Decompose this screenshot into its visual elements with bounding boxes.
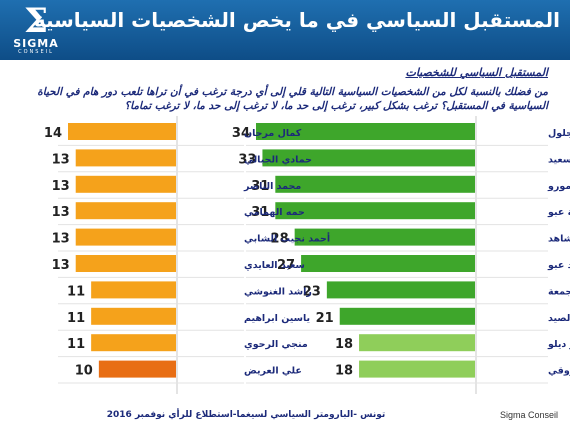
logo-word: SIGMA <box>13 37 59 50</box>
left-bar-value-label: 13 <box>52 232 70 247</box>
left-category-label: منجي الرحوي <box>244 339 308 350</box>
right-category-label: مهدي جمعة <box>548 286 570 297</box>
right-bar <box>326 281 475 299</box>
right-category-label: سامية عبو <box>547 207 570 218</box>
survey-question: من فضلك بالنسبة لكل من الشخصيات السياسية… <box>37 86 548 112</box>
right-bar-value-label: 33 <box>238 152 256 167</box>
right-category-label: ناجي جلول <box>548 128 570 139</box>
left-category-label: كمال مرجان <box>244 128 302 139</box>
left-bar-value-label: 11 <box>67 284 85 299</box>
right-bar <box>256 123 475 140</box>
right-bar-value-label: 31 <box>251 179 269 194</box>
header-banner: Σ SIGMA CONSEIL المستقبل السياسي في ما ي… <box>0 0 570 60</box>
right-bar <box>359 360 475 378</box>
right-bar <box>359 334 475 352</box>
left-category-label: ياسين ابراهيم <box>244 313 310 324</box>
left-bar-value-label: 10 <box>75 364 93 379</box>
left-bar <box>75 149 176 167</box>
right-bar-value-label: 18 <box>335 364 353 379</box>
right-bar-value-label: 34 <box>232 126 250 141</box>
right-bar <box>275 175 475 193</box>
right-category-label: يوسف الشاهد <box>548 234 570 245</box>
right-category-label: المنصف المرزوقي <box>548 366 570 377</box>
left-bar <box>98 360 176 378</box>
right-bar-value-label: 27 <box>277 258 295 273</box>
left-bar <box>91 307 176 325</box>
left-bar-value-label: 13 <box>52 152 70 167</box>
chart-subtitle: المستقبل السياسي للشخصيات <box>405 66 548 79</box>
left-bar <box>75 228 176 246</box>
left-bar <box>75 175 176 193</box>
footer-source: تونس -البارومتر السياسي لسيغما-استطلاع ل… <box>106 410 386 420</box>
right-bar-value-label: 23 <box>303 284 321 299</box>
left-category-label: راشد الغنوشي <box>244 286 312 297</box>
left-category-label: محمد الناصر <box>243 181 301 192</box>
sigma-symbol-icon: Σ <box>23 1 49 41</box>
right-category-label: الحبيب الصيد <box>548 313 570 324</box>
logo-sub: CONSEIL <box>18 49 54 55</box>
left-bar-value-label: 13 <box>52 205 70 220</box>
right-category-label: عبدالفتاح مورو <box>547 181 570 192</box>
right-bar-value-label: 31 <box>251 205 269 220</box>
left-category-label: علي العريض <box>244 366 302 377</box>
right-bar-value-label: 18 <box>335 337 353 352</box>
right-bar <box>275 202 475 220</box>
left-category-label: سعيد العايدي <box>244 260 305 271</box>
brand-name: Sigma Conseil <box>499 410 558 420</box>
page-title: المستقبل السياسي في ما يخص الشخصيات السي… <box>33 8 560 32</box>
left-bar-value-label: 11 <box>67 311 85 326</box>
right-category-label: محمد عبو <box>547 260 570 271</box>
left-bar <box>75 255 176 272</box>
left-category-label: حمه الهمامي <box>244 207 305 218</box>
left-bar <box>91 334 176 352</box>
right-bar <box>301 255 475 272</box>
right-bar <box>339 307 475 325</box>
right-category-label: الصافي سعيد <box>548 154 570 165</box>
left-category-label: أحمد نجيب الشابي <box>244 232 330 245</box>
right-bar-value-label: 28 <box>271 232 289 247</box>
left-bar <box>91 281 176 299</box>
left-category-label: حمادي الجبالي <box>244 154 312 165</box>
left-bar <box>75 202 176 220</box>
left-bar-value-label: 13 <box>52 179 70 194</box>
right-bar <box>262 149 475 167</box>
right-bar-value-label: 21 <box>316 311 334 326</box>
sigma-logo: Σ SIGMA CONSEIL <box>4 4 68 56</box>
left-bar-value-label: 14 <box>44 126 62 141</box>
left-bar-value-label: 13 <box>52 258 70 273</box>
right-category-label: سمير ديلو <box>547 339 570 350</box>
right-bar <box>294 228 475 246</box>
left-bar <box>68 123 176 140</box>
left-bar-value-label: 11 <box>67 337 85 352</box>
